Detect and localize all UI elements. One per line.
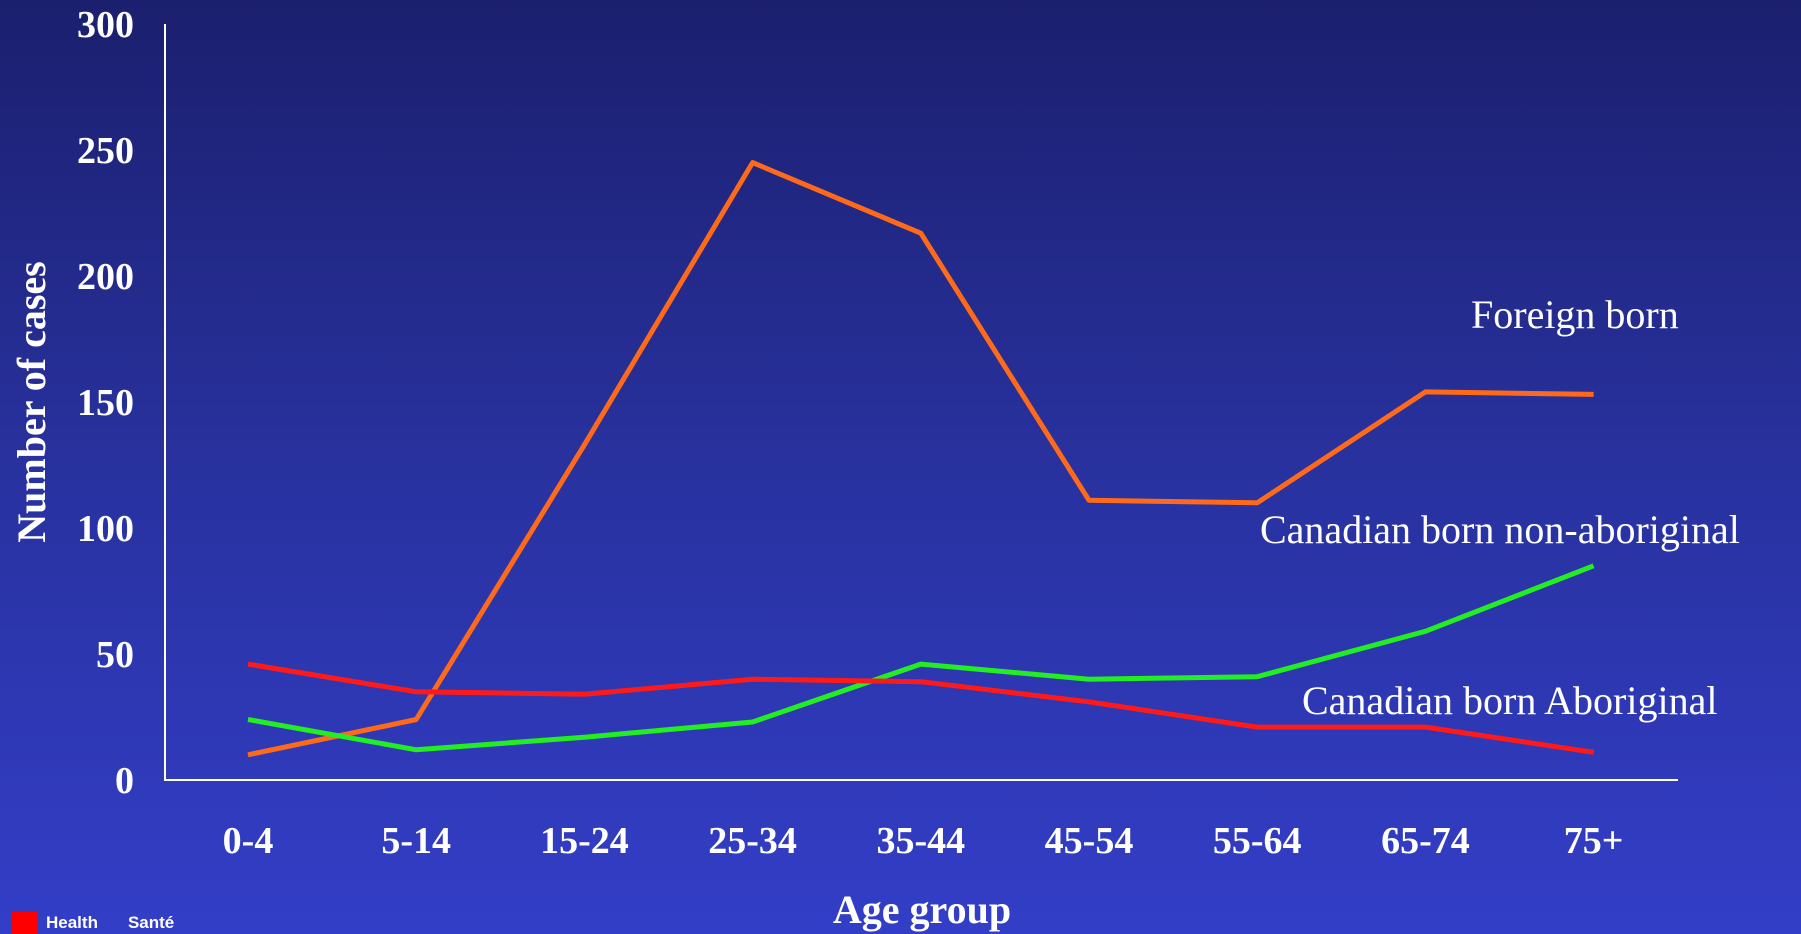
- series-label-canadian-born-aboriginal: Canadian born Aboriginal: [1302, 678, 1717, 723]
- health-canada-logo: Health Santé: [12, 912, 196, 934]
- y-tick-labels: 0 50 100 150 200 250 300: [77, 4, 134, 802]
- x-tick-label: 75+: [1564, 820, 1624, 862]
- x-tick-label: 5-14: [381, 820, 451, 862]
- x-tick-label: 0-4: [223, 820, 274, 862]
- series-label-canadian-born-non-aboriginal: Canadian born non-aboriginal: [1260, 507, 1740, 552]
- x-tick-label: 25-34: [708, 820, 797, 862]
- y-tick-label: 200: [77, 256, 134, 298]
- logo-text-sante: Santé: [127, 913, 175, 932]
- series-label-foreign-born: Foreign born: [1471, 292, 1679, 337]
- x-tick-label: 35-44: [876, 820, 965, 862]
- y-tick-label: 50: [96, 634, 134, 676]
- axes: [164, 24, 1678, 781]
- y-tick-label: 300: [77, 4, 134, 46]
- x-axis-title: Age group: [833, 887, 1011, 932]
- x-tick-label: 65-74: [1381, 820, 1470, 862]
- y-tick-label: 150: [77, 382, 134, 424]
- flag-icon: [12, 912, 38, 934]
- series-line-canadian-born-non-aboriginal: [247, 563, 1595, 753]
- y-axis-title: Number of cases: [9, 261, 54, 542]
- y-tick-label: 0: [115, 760, 134, 802]
- x-tick-label: 55-64: [1213, 820, 1302, 862]
- series-lines: [247, 160, 1595, 758]
- x-tick-label: 15-24: [540, 820, 629, 862]
- series-line-canadian-born-aboriginal: [247, 661, 1594, 755]
- x-tick-labels: 0-4 5-14 15-24 25-34 35-44 45-54 55-64 65-74 75+: [223, 820, 1624, 862]
- series-line-foreign-born: [247, 160, 1594, 758]
- logo-text-health: Health: [46, 913, 98, 932]
- x-tick-label: 45-54: [1045, 820, 1134, 862]
- y-tick-label: 250: [77, 130, 134, 172]
- y-tick-label: 100: [77, 508, 134, 550]
